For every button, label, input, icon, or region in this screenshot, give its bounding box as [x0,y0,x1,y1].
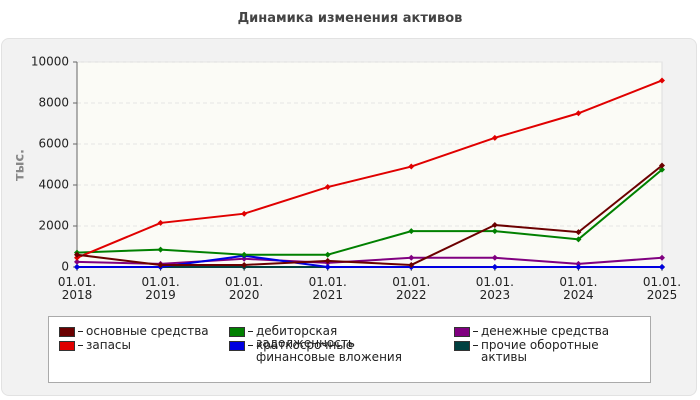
series-line [76,164,663,266]
point [575,264,582,270]
point [74,254,80,261]
legend-swatch [229,327,245,337]
x-tick-label: 01.01. 2020 [225,275,264,302]
y-tick-label: 0 [61,260,69,274]
legend-item: запасы [59,339,249,351]
legend-dash [248,345,253,346]
x-tick-label: 01.01. 2023 [475,275,514,302]
legend: основные средства запасы дебиторская задол… [48,316,651,383]
point [74,251,80,258]
point [324,251,331,258]
legend-label: прочие оборотные активы [481,338,599,364]
series-line [76,256,663,265]
y-tick-label: 10000 [31,55,69,69]
point [324,184,331,191]
point [157,261,164,268]
legend-label: запасы [86,338,132,352]
point [241,210,248,217]
plot-area [76,61,663,268]
point [241,261,248,268]
point [491,221,498,228]
legend-item: прочие оборотные активы [454,339,644,363]
point [659,166,665,173]
legend-label: дебиторская задолженность [256,324,355,350]
legend-label: основные средства [86,324,209,338]
point [659,254,665,261]
series-line [76,79,663,259]
x-tick-label: 01.01. 2022 [392,275,431,302]
legend-label: денежные средства [481,324,610,338]
point [659,77,665,84]
point [74,264,80,270]
legend-dash [473,331,478,332]
legend-swatch [59,341,75,351]
x-tick-label: 01.01. 2021 [308,275,347,302]
series-line [76,168,663,256]
y-tick-label: 4000 [38,178,69,192]
point [324,257,331,264]
legend-item: дебиторская задолженность [229,325,419,349]
chart-title: Динамика изменения активов [237,11,463,26]
point [408,228,415,235]
point [575,260,582,267]
legend-item: основные средства [59,325,249,337]
point [491,228,498,235]
point [659,162,665,169]
point [241,255,248,262]
point [408,261,415,268]
legend-dash [248,331,253,332]
legend-dash [473,345,478,346]
point [157,219,164,226]
point [408,254,415,261]
y-tick-label: 8000 [38,96,69,110]
point [157,246,164,253]
point [575,229,582,236]
point [491,254,498,261]
y-tick-label: 6000 [38,137,69,151]
legend-swatch [59,327,75,337]
x-tick-label: 01.01. 2018 [57,275,97,302]
x-tick-label: 01.01. 2025 [642,275,682,302]
x-tick-label: 01.01. 2024 [559,275,598,302]
legend-label: краткосрочные финансовые вложения [256,338,402,364]
point [491,134,498,141]
legend-dash [78,345,83,346]
legend-swatch [454,341,470,351]
legend-dash [78,331,83,332]
point [491,264,498,270]
legend-swatch [454,327,470,337]
point [408,163,415,170]
x-tick-label: 01.01. 2019 [141,275,180,302]
point [659,264,665,270]
y-axis-label: тыс. [13,149,28,181]
point [241,251,248,258]
legend-swatch [229,341,245,351]
legend-item: краткосрочные финансовые вложения [229,339,434,363]
point [575,236,582,243]
point [575,110,582,117]
y-tick-label: 2000 [38,219,69,233]
point [324,264,331,270]
point [74,258,80,265]
legend-item: денежные средства [454,325,644,337]
